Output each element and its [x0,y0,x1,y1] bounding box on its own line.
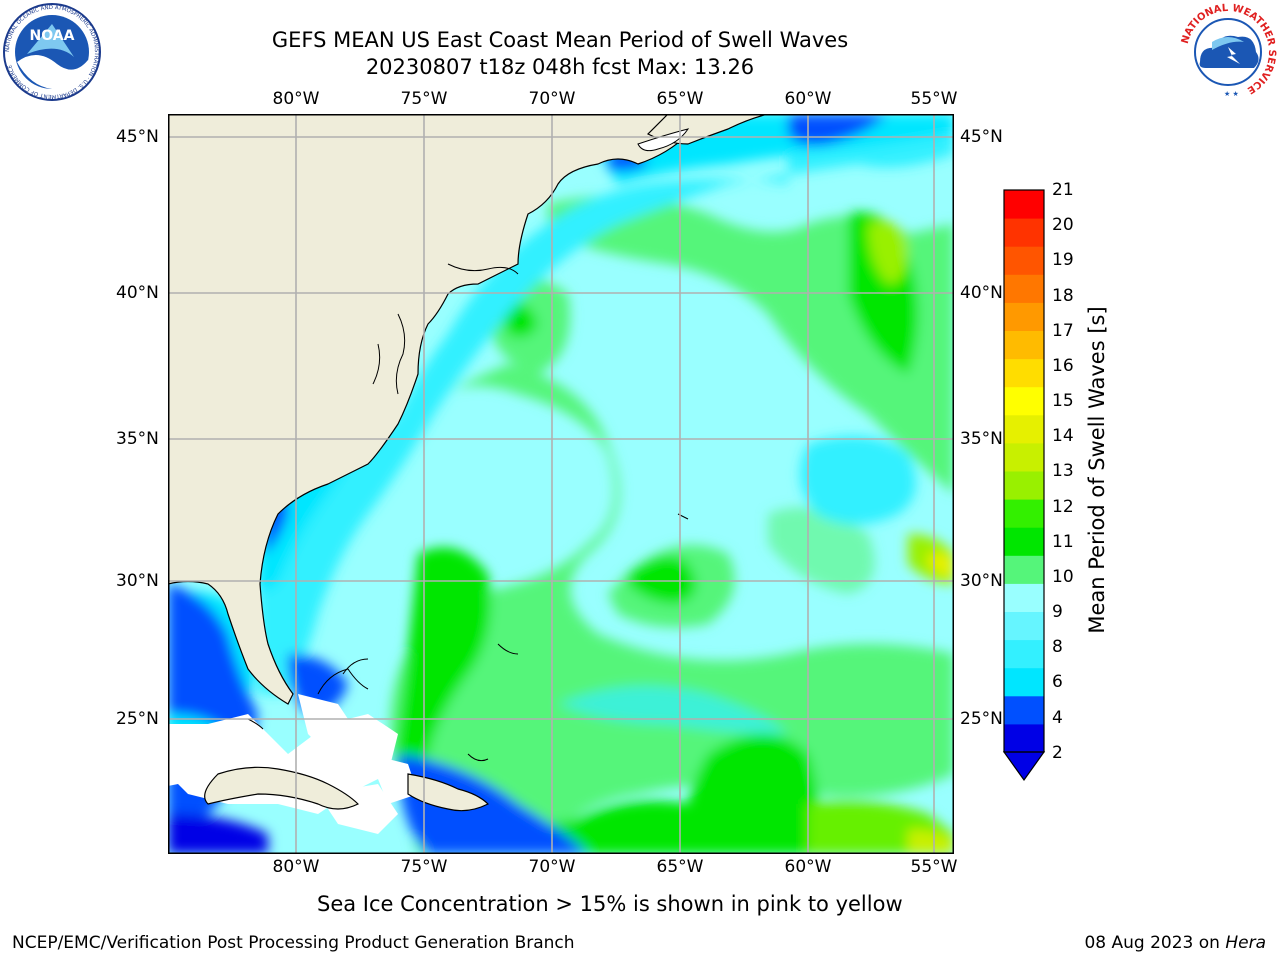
colorbar-segment [1004,611,1044,641]
lon-tick-bottom-55w: 55°W [910,857,958,877]
colorbar-segment [1004,471,1044,500]
lat-tick-left-30n: 30°N [116,571,159,591]
lon-tick-top-55w: 55°W [910,89,958,109]
colorbar-tick-19: 19 [1052,250,1074,270]
lat-tick-right-40n: 40°N [960,283,1003,303]
map-border [168,114,954,854]
lat-tick-right-25n: 25°N [960,709,1003,729]
map-subtitle: 20230807 t18z 048h fcst Max: 13.26 [365,55,755,79]
colorbar-segment [1004,583,1044,612]
colorbar-segment [1004,527,1044,556]
colorbar-tick-8: 8 [1052,637,1063,657]
lon-tick-bottom-60w: 60°W [784,857,832,877]
lat-lon-grid [168,114,954,854]
lon-tick-top-80w: 80°W [272,89,320,109]
colorbar-segment [1004,695,1044,725]
lat-tick-right-35n: 35°N [960,429,1003,449]
svg-text:★ ★: ★ ★ [1224,90,1239,98]
colorbar-segment [1004,246,1044,275]
land-area [168,114,954,812]
colorbar-tick-4: 4 [1052,708,1063,728]
lat-tick-right-45n: 45°N [960,127,1003,147]
nws-logo-icon: NATIONAL WEATHER SERVICE ★ ★ [1180,3,1277,100]
colorbar-segment [1004,442,1044,472]
colorbar-segment [1004,414,1044,444]
lon-tick-top-70w: 70°W [528,89,576,109]
colorbar-tick-21: 21 [1052,180,1074,200]
footer-branch: NCEP/EMC/Verification Post Processing Pr… [12,933,575,953]
lat-tick-left-25n: 25°N [116,709,159,729]
colorbar-segment [1004,499,1044,528]
noaa-logo-icon: NOAA NATIONAL OCEANIC AND ATMOSPHERIC AD… [3,3,101,101]
colorbar-segment [1004,358,1044,388]
sea-ice-caption: Sea Ice Concentration > 15% is shown in … [317,892,903,916]
swell-period-map [168,114,954,854]
colorbar-tick-2: 2 [1052,743,1063,763]
colorbar-tick-17: 17 [1052,321,1074,341]
footer-host: Hera [1225,933,1266,953]
map-title: GEFS MEAN US East Coast Mean Period of S… [271,28,849,52]
colorbar-tick-6: 6 [1052,672,1063,692]
colorbar-segment [1004,386,1044,416]
colorbar-segment [1004,190,1044,219]
colorbar-tick-15: 15 [1052,391,1074,411]
lon-tick-top-75w: 75°W [400,89,448,109]
lat-tick-left-45n: 45°N [116,127,159,147]
lon-tick-top-60w: 60°W [784,89,832,109]
coastline [247,263,689,762]
colorbar-segment [1004,667,1044,697]
colorbar-segment [1004,639,1044,669]
lat-tick-left-35n: 35°N [116,429,159,449]
colorbar-segment [1004,723,1044,753]
colorbar-tick-11: 11 [1052,532,1074,552]
lat-tick-left-40n: 40°N [116,283,159,303]
colorbar-tick-13: 13 [1052,461,1074,481]
colorbar-segment [1004,302,1044,331]
colorbar-tick-14: 14 [1052,426,1074,446]
lon-tick-top-65w: 65°W [656,89,704,109]
colorbar-segment [1004,218,1044,247]
colorbar-border [1003,189,1045,753]
lon-tick-bottom-75w: 75°W [400,857,448,877]
colorbar-tick-20: 20 [1052,215,1074,235]
colorbar-tick-16: 16 [1052,356,1074,376]
footer-date: 08 Aug 2023 on Hera [1084,933,1266,953]
colorbar-label: Mean Period of Swell Waves [s] [1085,306,1109,634]
colorbar-tick-12: 12 [1052,497,1074,517]
lat-tick-right-30n: 30°N [960,571,1003,591]
colorbar-extend-arrow [1002,751,1046,782]
lon-tick-bottom-65w: 65°W [656,857,704,877]
colorbar [1002,189,1046,782]
lon-tick-bottom-70w: 70°W [528,857,576,877]
noaa-logo-text: NOAA [30,28,75,44]
colorbar-segment [1004,274,1044,303]
colorbar-tick-18: 18 [1052,286,1074,306]
colorbar-segment [1004,330,1044,360]
footer-date-text: 08 Aug 2023 on [1084,933,1226,953]
colorbar-segment [1004,555,1044,584]
lon-tick-bottom-80w: 80°W [272,857,320,877]
colorbar-tick-9: 9 [1052,602,1063,622]
colorbar-tick-10: 10 [1052,567,1074,587]
